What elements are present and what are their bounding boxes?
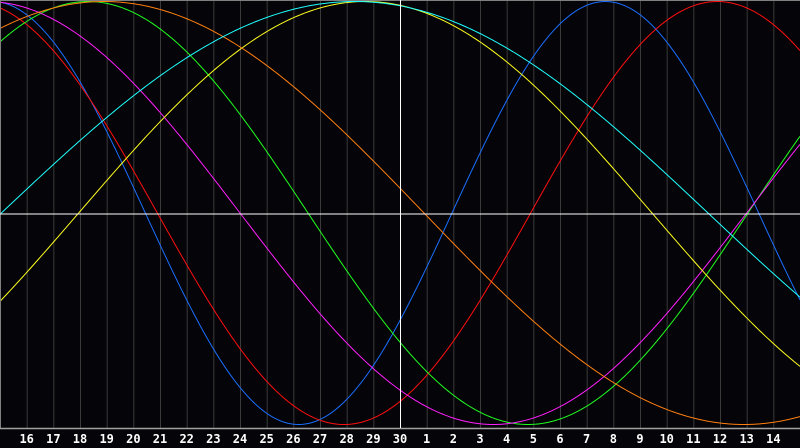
x-tick-21: 21 <box>153 432 167 446</box>
x-tick-9: 9 <box>636 432 643 446</box>
x-tick-3: 3 <box>476 432 483 446</box>
x-tick-25: 25 <box>259 432 273 446</box>
x-tick-5: 5 <box>530 432 537 446</box>
x-tick-20: 20 <box>126 432 140 446</box>
x-tick-11: 11 <box>686 432 700 446</box>
x-tick-6: 6 <box>556 432 563 446</box>
x-tick-16: 16 <box>19 432 33 446</box>
x-tick-29: 29 <box>366 432 380 446</box>
x-tick-19: 19 <box>99 432 113 446</box>
x-tick-26: 26 <box>286 432 300 446</box>
x-tick-23: 23 <box>206 432 220 446</box>
axes <box>0 0 800 430</box>
x-tick-30: 30 <box>393 432 407 446</box>
x-tick-4: 4 <box>503 432 510 446</box>
x-tick-24: 24 <box>233 432 247 446</box>
x-tick-1: 1 <box>423 432 430 446</box>
x-tick-18: 18 <box>73 432 87 446</box>
x-tick-12: 12 <box>713 432 727 446</box>
x-tick-8: 8 <box>610 432 617 446</box>
x-tick-17: 17 <box>46 432 60 446</box>
x-tick-labels: 16 17 18 19 20 21 22 23 24 25 26 27 28 29 30 1 2 3 4 5 6 7 8 9 1… <box>19 432 780 446</box>
x-tick-7: 7 <box>583 432 590 446</box>
x-tick-10: 10 <box>659 432 673 446</box>
x-tick-27: 27 <box>313 432 327 446</box>
x-tick-22: 22 <box>179 432 193 446</box>
x-tick-13: 13 <box>739 432 753 446</box>
x-tick-2: 2 <box>450 432 457 446</box>
x-tick-14: 14 <box>766 432 780 446</box>
x-tick-28: 28 <box>339 432 353 446</box>
